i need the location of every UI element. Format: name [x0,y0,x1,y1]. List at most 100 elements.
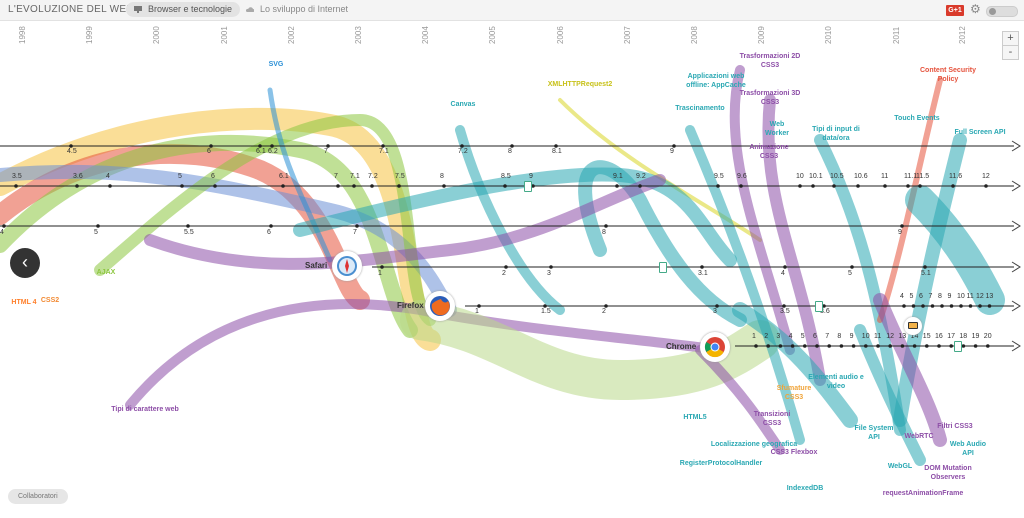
version-dot[interactable] [783,265,787,269]
version-dot[interactable] [940,304,944,308]
version-dot[interactable] [75,184,79,188]
version-dot[interactable] [925,344,929,348]
feature-label[interactable]: SVG [268,61,284,68]
version-dot[interactable] [811,184,815,188]
version-dot[interactable] [864,344,868,348]
version-dot[interactable] [213,184,217,188]
feature-label[interactable]: Trasformazioni 2D CSS3 [739,53,801,69]
version-dot[interactable] [959,304,963,308]
feature-label[interactable]: requestAnimationFrame [882,490,964,497]
version-dot[interactable] [108,184,112,188]
feature-label[interactable]: RegisterProtocolHandler [679,460,763,467]
back-button[interactable]: ‹ [10,248,40,278]
version-dot[interactable] [180,184,184,188]
version-dot[interactable] [503,184,507,188]
collaboratori-button[interactable]: Collaboratori [8,489,68,504]
zoom-out-button[interactable]: - [1002,45,1019,60]
version-dot[interactable] [930,304,935,308]
firefox-logo-icon[interactable] [425,291,455,321]
feature-label[interactable]: Animazione CSS3 [749,144,789,160]
version-dot[interactable] [14,184,18,188]
version-dot[interactable] [911,304,916,308]
version-dot[interactable] [984,184,988,188]
version-dot[interactable] [615,184,619,188]
version-dot[interactable] [923,265,927,269]
version-dot[interactable] [906,184,910,188]
version-dot[interactable] [790,344,795,348]
safari-logo-icon[interactable] [332,251,362,281]
version-dot[interactable] [281,184,285,188]
mobile-device-icon[interactable] [954,341,962,352]
feature-label[interactable]: IndexedDB [786,485,824,492]
version-dot[interactable] [832,184,836,188]
version-dot[interactable] [739,184,743,188]
feature-label[interactable]: Elementi audio e video [808,374,864,390]
version-dot[interactable] [798,184,802,188]
version-dot[interactable] [370,184,374,188]
mobile-device-icon[interactable] [524,181,532,192]
version-dot[interactable] [827,344,831,348]
version-dot[interactable] [912,344,917,348]
mobile-device-icon[interactable] [815,301,823,312]
version-dot[interactable] [902,304,906,308]
version-dot[interactable] [918,184,922,188]
version-dot[interactable] [949,304,954,308]
feature-label[interactable]: Filtri CSS3 [937,423,973,430]
feature-label[interactable]: WebRTC [904,433,934,440]
feature-label[interactable]: Transizioni CSS3 [753,411,791,427]
version-dot[interactable] [716,184,720,188]
version-dot[interactable] [778,344,783,348]
version-dot[interactable] [803,344,807,348]
version-dot[interactable] [336,184,340,188]
version-dot[interactable] [397,184,401,188]
version-dot[interactable] [504,265,508,269]
version-dot[interactable] [888,344,892,348]
version-dot[interactable] [987,304,992,308]
version-dot[interactable] [269,224,273,228]
feature-label[interactable]: HTML5 [683,414,707,421]
feature-label[interactable]: Web Worker [765,121,789,137]
feature-label[interactable]: CSS2 [40,297,60,304]
tab-sviluppo-internet[interactable]: Lo sviluppo di Internet [238,2,356,17]
version-dot[interactable] [839,344,844,348]
version-dot[interactable] [442,184,446,188]
tab-browser-tecnologie[interactable]: Browser e tecnologie [126,2,241,17]
version-dot[interactable] [883,184,887,188]
feature-label[interactable]: Touch Events [894,115,940,122]
version-dot[interactable] [951,184,955,188]
feature-label[interactable]: CSS3 Flexbox [770,449,818,456]
feature-label[interactable]: Trascinamento [675,105,725,112]
version-dot[interactable] [876,344,880,348]
version-dot[interactable] [186,224,190,228]
feature-label[interactable]: Trasformazioni 3D CSS3 [739,90,801,106]
version-dot[interactable] [604,224,608,228]
version-dot[interactable] [851,344,856,348]
gplus-button[interactable]: G+1 [946,5,964,16]
version-dot[interactable] [96,224,100,228]
version-dot[interactable] [973,344,978,348]
version-dot[interactable] [380,265,384,269]
version-dot[interactable] [949,344,953,348]
gear-icon[interactable]: ⚙ [970,2,981,16]
feature-label[interactable]: Tipi di input di data/ora [812,126,860,142]
display-toggle[interactable] [986,6,1018,17]
feature-label[interactable]: Sfumature CSS3 [776,385,812,401]
feature-label[interactable]: Localizzazione geografica [710,441,798,448]
feature-label[interactable]: WebGL [887,463,913,470]
version-dot[interactable] [968,304,973,308]
version-dot[interactable] [700,265,704,269]
feature-label[interactable]: Applicazioni web offline: AppCache [686,73,746,89]
mobile-device-icon[interactable] [659,262,667,273]
chrome-logo-icon[interactable] [700,332,730,362]
version-dot[interactable] [355,224,359,228]
version-dot[interactable] [352,184,356,188]
version-dot[interactable] [766,344,770,348]
feature-label[interactable]: Full Screen API [954,129,1006,136]
version-dot[interactable] [986,344,990,348]
version-dot[interactable] [900,344,905,348]
version-dot[interactable] [2,224,6,228]
feature-label[interactable]: Web Audio API [949,441,987,457]
version-dot[interactable] [638,184,642,188]
zoom-in-button[interactable]: + [1002,31,1019,46]
version-dot[interactable] [978,304,982,308]
